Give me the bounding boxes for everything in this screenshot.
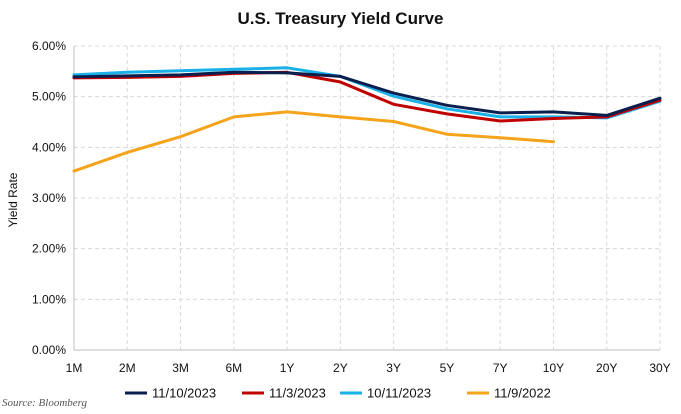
axis-layer: 0.00% 1.00% 2.00% 3.00% 4.00% 5.00% 6.00% 1M 2M 3… — [32, 39, 671, 375]
x-tick-label: 30Y — [649, 361, 670, 375]
y-tick-label: 2.00% — [32, 242, 66, 256]
x-tick-label: 1Y — [280, 361, 295, 375]
chart-title: U.S. Treasury Yield Curve — [237, 9, 444, 28]
x-tick-label: 2M — [119, 361, 136, 375]
legend-label-2: 11/3/2023 — [269, 386, 326, 401]
y-tick-label: 1.00% — [32, 292, 66, 306]
source-note: Source: Bloomberg — [2, 397, 88, 409]
legend-label-1: 11/10/2023 — [152, 386, 216, 401]
series-layer — [72, 66, 662, 173]
y-tick-label: 5.00% — [32, 90, 66, 104]
x-tick-label: 5Y — [440, 361, 455, 375]
series-line-4 — [72, 110, 555, 173]
y-tick-label: 6.00% — [32, 39, 66, 53]
x-tick-label: 7Y — [493, 361, 508, 375]
x-tick-label: 2Y — [333, 361, 348, 375]
legend: 11/10/2023 11/3/2023 10/11/2023 11/9/2022 — [125, 386, 551, 401]
x-tick-label: 3M — [172, 361, 189, 375]
legend-label-3: 10/11/2023 — [367, 386, 431, 401]
legend-label-4: 11/9/2022 — [494, 386, 551, 401]
x-tick-label: 6M — [225, 361, 242, 375]
x-tick-label: 3Y — [386, 361, 401, 375]
y-tick-label: 4.00% — [32, 140, 66, 154]
x-tick-label: 1M — [66, 361, 83, 375]
y-tick-label: 0.00% — [32, 343, 66, 357]
y-tick-label: 3.00% — [32, 191, 66, 205]
series-line-1 — [72, 70, 662, 117]
x-tick-label: 20Y — [596, 361, 617, 375]
y-axis-title: Yield Rate — [6, 172, 20, 227]
x-tick-label: 10Y — [543, 361, 564, 375]
